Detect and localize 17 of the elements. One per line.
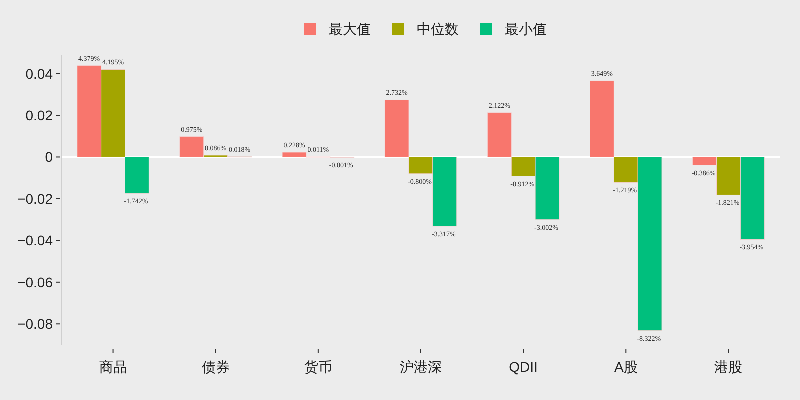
y-tick-label: 0.02 xyxy=(26,108,54,124)
legend-label: 最小值 xyxy=(505,21,547,37)
x-tick-label: 债券 xyxy=(202,359,230,375)
x-tick-label: 货币 xyxy=(304,359,332,375)
x-tick-label: 沪港深 xyxy=(400,359,442,375)
legend-label: 中位数 xyxy=(417,21,459,37)
y-tick-label: 0 xyxy=(45,149,54,166)
legend-label: 最大值 xyxy=(329,21,371,37)
y-tick-label: −0.08 xyxy=(18,316,54,332)
y-tick-label: −0.02 xyxy=(18,190,54,207)
x-tick-label: 港股 xyxy=(714,359,743,375)
x-tick-label: A股 xyxy=(614,359,638,375)
y-tick-label: −0.06 xyxy=(18,274,54,290)
x-tick-label: QDII xyxy=(509,359,538,375)
y-tick-label: 0.04 xyxy=(26,66,54,82)
x-tick-label: 商品 xyxy=(99,359,128,375)
y-tick-label: −0.04 xyxy=(18,232,54,249)
